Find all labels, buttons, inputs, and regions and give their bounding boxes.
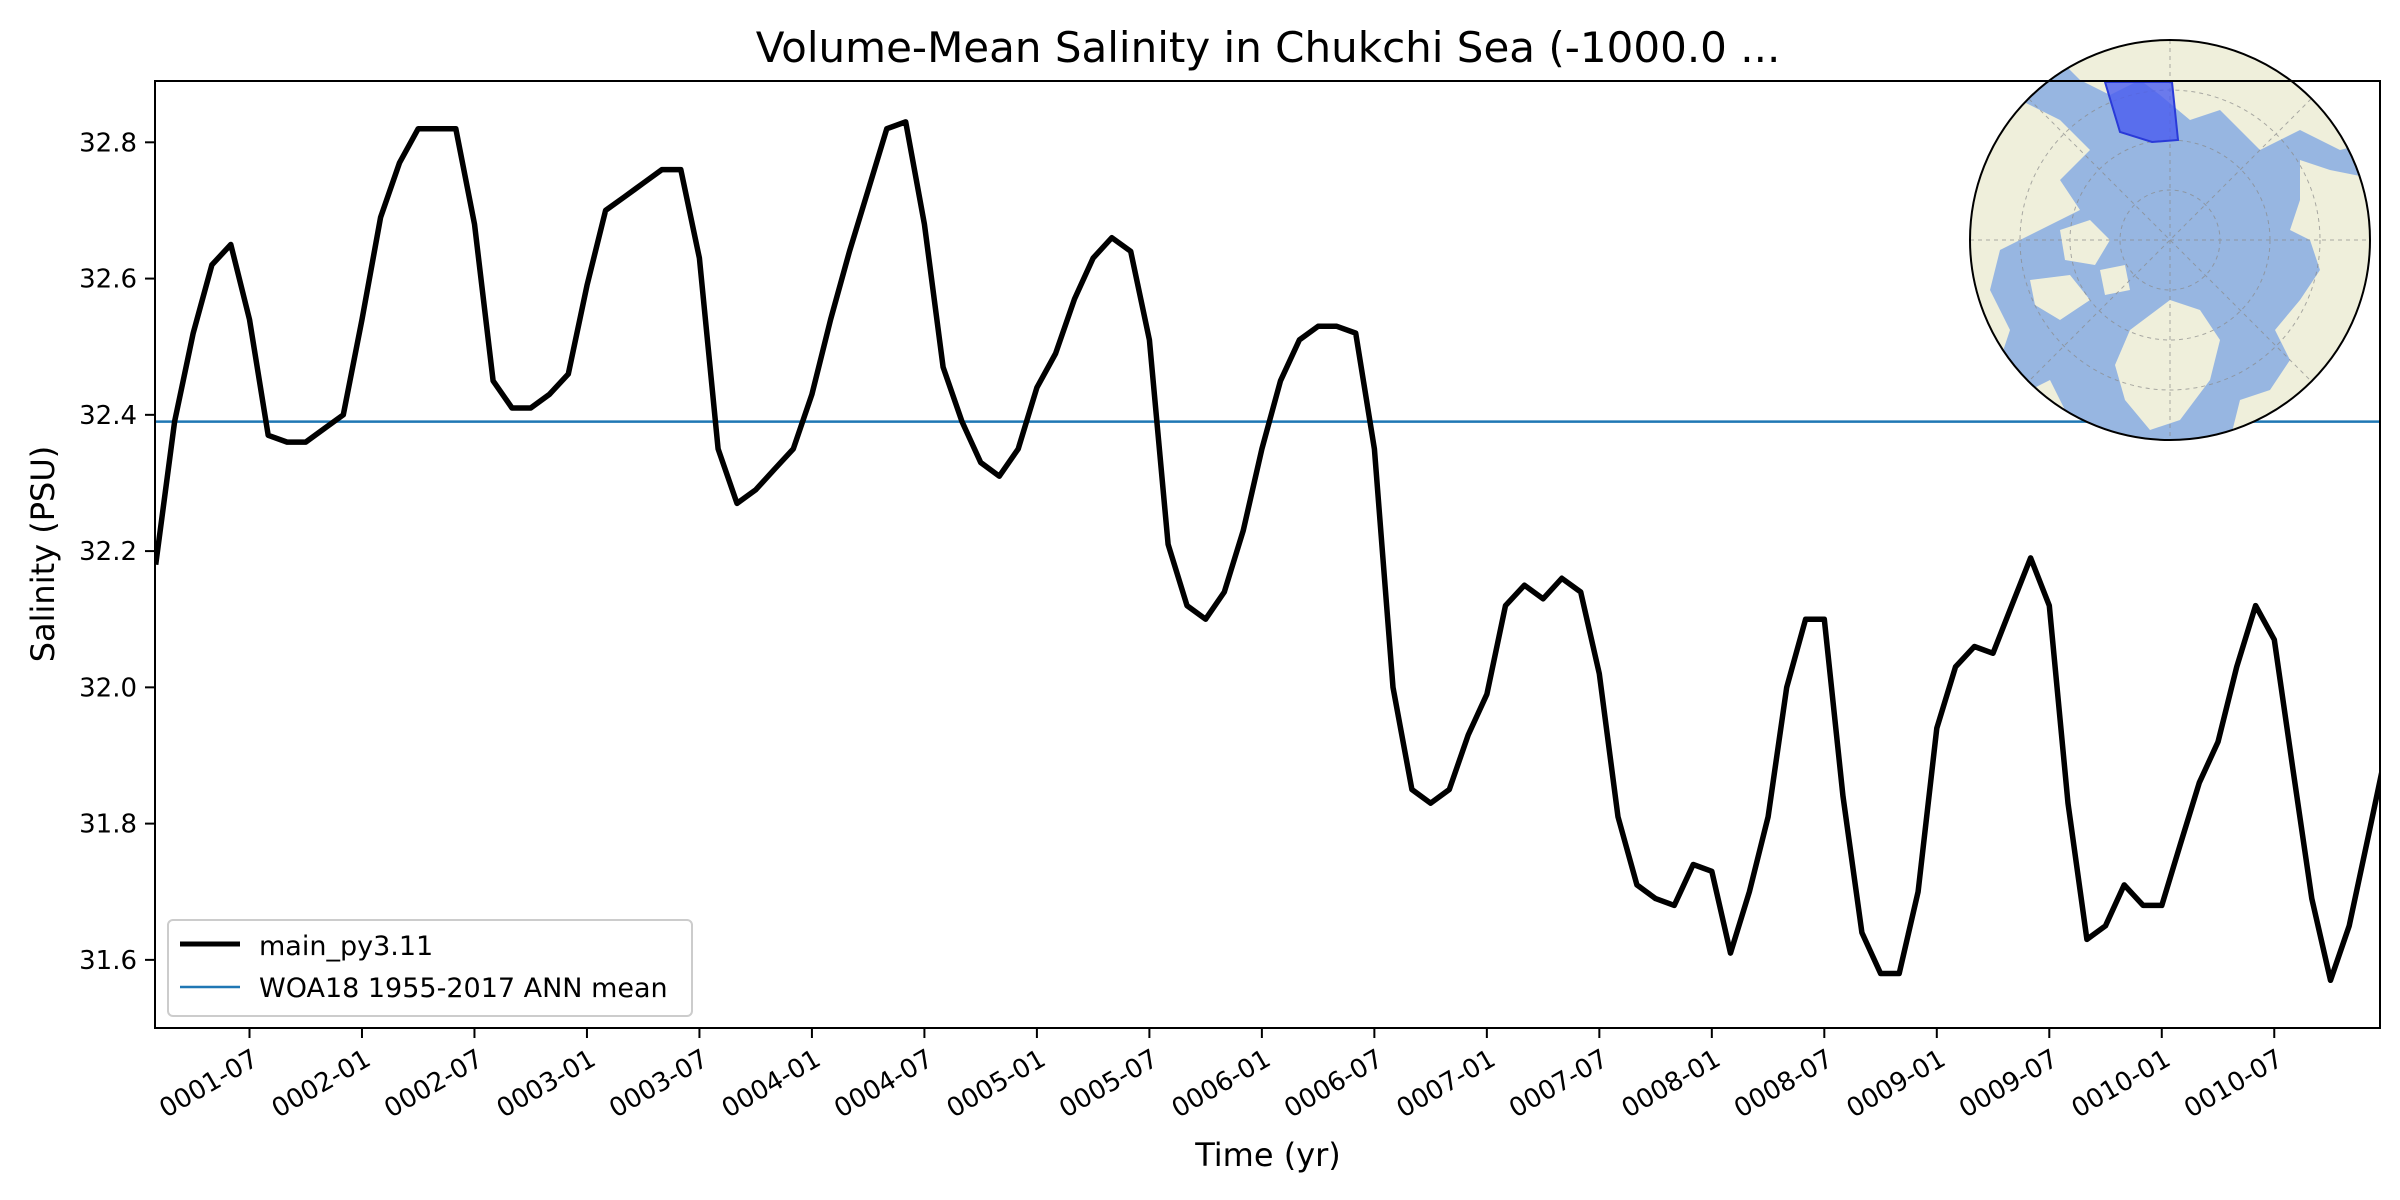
land-greenland-icon bbox=[2115, 300, 2220, 430]
y-tick-label: 32.6 bbox=[79, 265, 137, 295]
chart-title: Volume-Mean Salinity in Chukchi Sea (-10… bbox=[756, 23, 1781, 72]
y-axis-ticks: 31.6 31.8 32.0 32.2 32.4 32.6 32.8 bbox=[79, 128, 155, 976]
y-tick-label: 32.2 bbox=[79, 537, 137, 567]
y-tick-label: 32.4 bbox=[79, 401, 137, 431]
x-tick-label: 0008-01 bbox=[1617, 1044, 1726, 1124]
legend-label-woa18: WOA18 1955-2017 ANN mean bbox=[259, 973, 668, 1004]
x-tick-label: 0001-07 bbox=[154, 1044, 263, 1124]
series-line-main bbox=[155, 119, 2380, 984]
legend-label-main: main_py3.11 bbox=[259, 931, 433, 962]
legend: main_py3.11 WOA18 1955-2017 ANN mean bbox=[167, 919, 693, 1017]
x-tick-label: 0010-07 bbox=[2179, 1044, 2288, 1124]
globe-outline bbox=[1969, 39, 2371, 441]
x-tick-label: 0002-01 bbox=[267, 1044, 376, 1124]
x-tick-label: 0008-07 bbox=[1729, 1044, 1838, 1124]
x-tick-label: 0009-01 bbox=[1842, 1044, 1951, 1124]
axes-frame bbox=[154, 80, 2381, 1029]
x-tick-label: 0006-07 bbox=[1279, 1044, 1388, 1124]
x-tick-label: 0006-01 bbox=[1167, 1044, 1276, 1124]
x-tick-label: 0005-07 bbox=[1054, 1044, 1163, 1124]
x-tick-label: 0004-01 bbox=[717, 1044, 826, 1124]
x-tick-label: 0004-07 bbox=[829, 1044, 938, 1124]
y-tick-label: 31.8 bbox=[79, 810, 137, 840]
y-tick-label: 31.6 bbox=[79, 946, 137, 976]
series-group bbox=[155, 119, 2380, 984]
land-islands-icon bbox=[2030, 220, 2130, 320]
x-tick-label: 0002-07 bbox=[379, 1044, 488, 1124]
y-axis-label: Salinity (PSU) bbox=[24, 446, 62, 663]
x-axis-label: Time (yr) bbox=[1194, 1136, 1341, 1174]
x-tick-label: 0003-07 bbox=[604, 1044, 713, 1124]
x-tick-label: 0009-07 bbox=[1954, 1044, 2063, 1124]
x-tick-label: 0007-01 bbox=[1392, 1044, 1501, 1124]
x-tick-label: 0005-01 bbox=[942, 1044, 1051, 1124]
y-tick-label: 32.8 bbox=[79, 128, 137, 158]
x-tick-label: 0007-07 bbox=[1504, 1044, 1613, 1124]
x-tick-label: 0003-01 bbox=[492, 1044, 601, 1124]
x-tick-label: 0010-01 bbox=[2067, 1044, 2176, 1124]
x-axis-ticks: 0001-07 0002-01 0002-07 0003-01 0003-07 0004-… bbox=[154, 1028, 2288, 1124]
y-tick-label: 32.0 bbox=[79, 673, 137, 703]
inset-map bbox=[1969, 39, 2371, 441]
